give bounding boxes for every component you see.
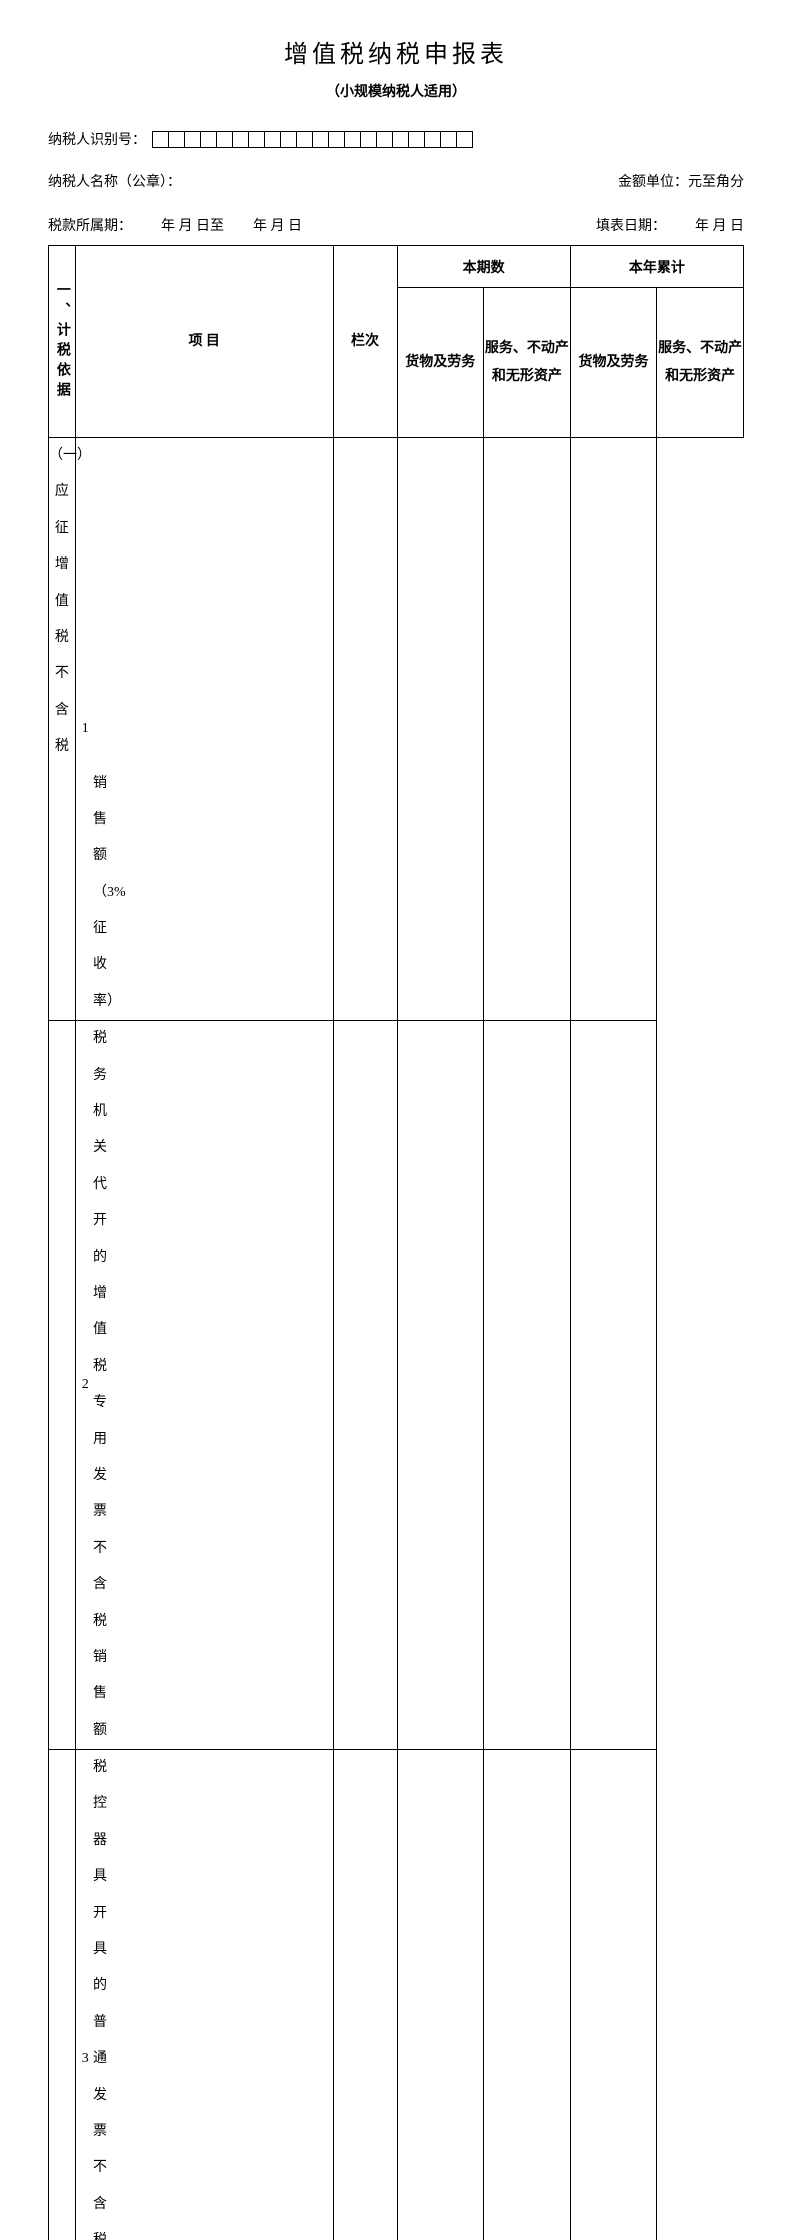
data-cell [333,1750,397,2240]
id-box [168,131,185,148]
table-row: 税务机关代开的增值税专用发票不含税销售额2 [49,1021,744,1750]
declaration-table: 一、计税依据 项 目 栏次 本期数 本年累计 货物及劳务 服务、不动产和无形资产… [48,245,744,2240]
amount-unit-label: 金额单位：元至角分 [618,171,744,191]
id-box [392,131,409,148]
section-label: 一、计税依据 [49,246,76,438]
col-year-total: 本年累计 [570,246,743,288]
col-num: 栏次 [333,246,397,438]
id-box [264,131,281,148]
id-box [440,131,457,148]
form-header: 纳税人识别号： 纳税人名称（公章）： 金额单位：元至角分 税款所属期： 年 月 … [48,129,744,235]
id-box [216,131,233,148]
col-goods-2: 货物及劳务 [570,288,657,438]
id-box [248,131,265,148]
id-box [408,131,425,148]
data-cell [333,438,397,1021]
id-box [232,131,249,148]
data-cell [570,438,657,1021]
row-number: 2 [75,1021,333,1750]
data-cell [397,438,484,1021]
id-box [344,131,361,148]
period-to: 年 月 日 [253,219,302,234]
data-cell [397,1750,484,2240]
row-number: 1 [75,438,333,1021]
col-item: 项 目 [75,246,333,438]
taxpayer-id-boxes [152,131,472,148]
id-box [296,131,313,148]
fill-date-label: 填表日期： [596,219,666,234]
id-box [424,131,441,148]
col-goods-1: 货物及劳务 [397,288,484,438]
tax-period-label: 税款所属期： [48,219,132,234]
fill-date-value: 年 月 日 [695,219,744,234]
id-box [184,131,201,148]
taxpayer-id-label: 纳税人识别号： [48,129,146,149]
page-title: 增值税纳税申报表 [48,34,744,69]
table-row: 税控器具开具的普通发票不含税销售额3 [49,1750,744,2240]
item-cell: 税控器具开具的普通发票不含税销售额 [49,1750,76,2240]
data-cell [570,1021,657,1750]
id-box [360,131,377,148]
id-box [376,131,393,148]
row-number: 3 [75,1750,333,2240]
col-services-1: 服务、不动产和无形资产 [484,288,571,438]
id-box [200,131,217,148]
col-current-period: 本期数 [397,246,570,288]
col-services-2: 服务、不动产和无形资产 [657,288,744,438]
item-cell: （一）应征增值税不含税销售额（3%征收率） [49,438,76,1021]
data-cell [333,1021,397,1750]
data-cell [397,1021,484,1750]
item-cell: 税务机关代开的增值税专用发票不含税销售额 [49,1021,76,1750]
taxpayer-name-label: 纳税人名称（公章）： [48,171,181,191]
id-box [328,131,345,148]
data-cell [570,1750,657,2240]
page-subtitle: （小规模纳税人适用） [48,81,744,101]
id-box [280,131,297,148]
id-box [312,131,329,148]
period-from: 年 月 日至 [161,219,224,234]
table-row: （一）应征增值税不含税销售额（3%征收率）1 [49,438,744,1021]
data-cell [484,1750,571,2240]
id-box [152,131,169,148]
data-cell [484,438,571,1021]
id-box [456,131,473,148]
data-cell [484,1021,571,1750]
